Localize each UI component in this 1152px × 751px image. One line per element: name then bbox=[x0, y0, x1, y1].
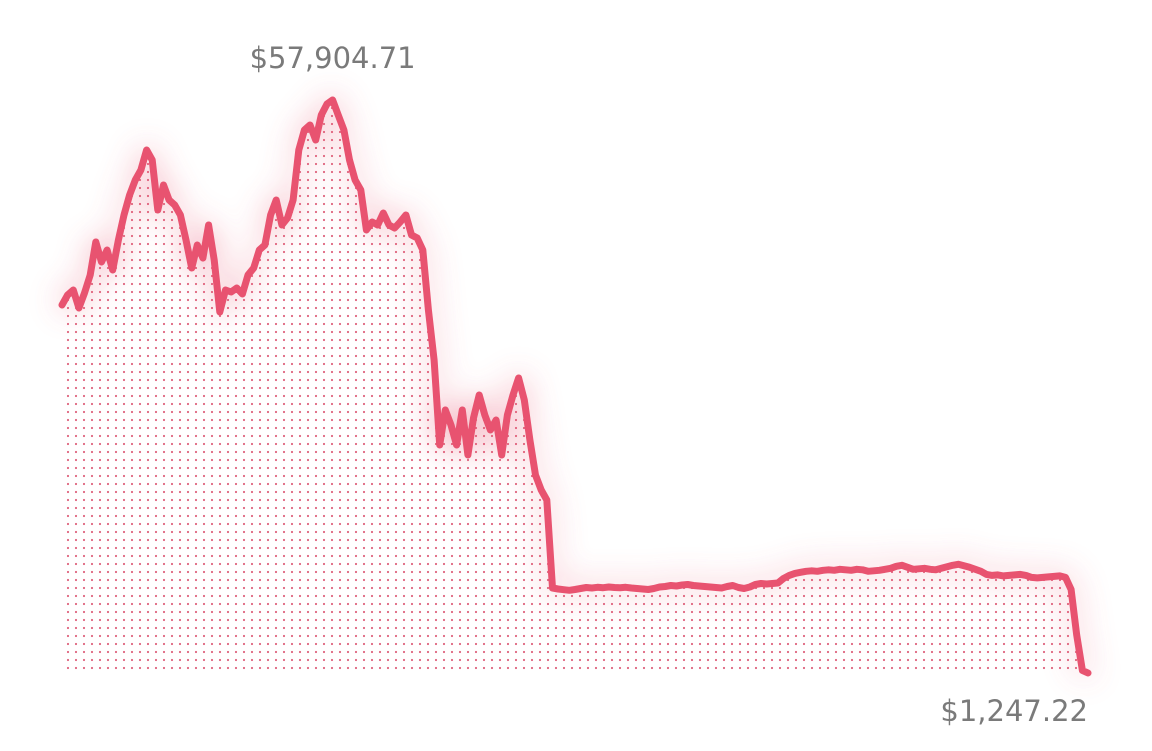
price-line bbox=[58, 96, 1092, 677]
price-label: $1,247.22 bbox=[940, 694, 1088, 728]
area-fill bbox=[62, 100, 1088, 673]
price-label: $57,904.71 bbox=[250, 41, 416, 75]
